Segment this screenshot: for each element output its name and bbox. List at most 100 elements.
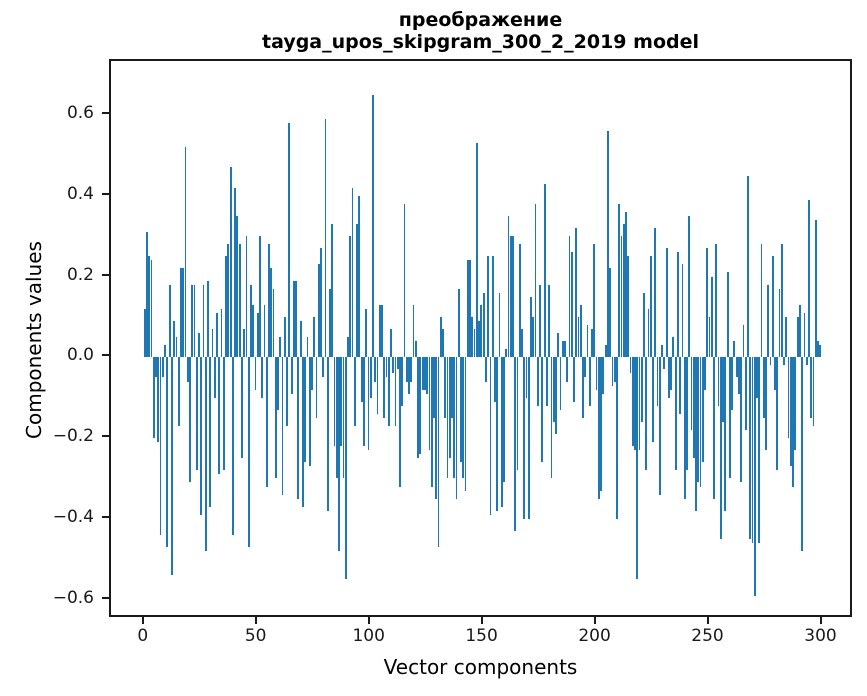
chart-title-line1: преображение [398, 9, 563, 31]
bar [789, 357, 792, 467]
bar [272, 288, 275, 358]
bar [460, 357, 462, 463]
bar [164, 345, 166, 358]
bar [421, 357, 424, 390]
bar [566, 357, 569, 382]
bar [478, 320, 480, 358]
bar [503, 357, 505, 483]
bar [288, 123, 291, 358]
bar [295, 280, 298, 358]
bar [349, 236, 352, 358]
bar [613, 357, 616, 382]
bar [747, 175, 749, 358]
bar [198, 333, 200, 358]
bar [604, 345, 607, 358]
bar [536, 357, 539, 406]
bar [283, 316, 286, 358]
bar [548, 284, 551, 358]
bar [690, 357, 693, 430]
bar [808, 199, 810, 358]
bar [570, 252, 573, 358]
bar [236, 215, 239, 358]
bar [191, 284, 194, 358]
bar [719, 357, 722, 540]
bar [814, 219, 817, 358]
bar [274, 357, 277, 479]
bar [656, 357, 659, 406]
bar [640, 357, 643, 422]
bar [801, 357, 804, 552]
bar [667, 357, 670, 398]
bar [329, 288, 331, 358]
bar [717, 357, 720, 406]
bar [573, 357, 575, 402]
bar [353, 357, 356, 426]
bar [550, 357, 553, 479]
y-tick-mark [102, 192, 109, 195]
bar [211, 329, 214, 358]
bar [588, 357, 591, 406]
bar [338, 357, 340, 552]
bar [340, 357, 343, 447]
bar [376, 357, 379, 414]
bar [448, 357, 451, 459]
bar [767, 284, 770, 358]
bar [180, 268, 182, 358]
bar [369, 357, 372, 398]
bar [600, 357, 602, 491]
bar [579, 304, 582, 358]
bar [758, 357, 761, 544]
bar [749, 357, 752, 540]
bar [437, 357, 440, 548]
bar [324, 119, 327, 358]
bar [367, 357, 370, 451]
bar [733, 341, 736, 358]
bar [665, 248, 668, 358]
bar [213, 357, 216, 398]
bar [634, 357, 636, 451]
bar [686, 357, 688, 471]
bar [143, 308, 146, 358]
bar [609, 268, 612, 358]
bar [564, 341, 566, 358]
bar [622, 224, 625, 358]
bar [161, 357, 164, 378]
bar [760, 244, 763, 358]
x-tick-label: 250 [691, 626, 724, 646]
bar [146, 232, 148, 358]
bar [408, 357, 410, 394]
x-tick-label: 100 [352, 626, 385, 646]
bar [699, 357, 702, 487]
bar [344, 357, 347, 580]
bar [383, 357, 386, 418]
bar [152, 357, 155, 439]
bar [796, 316, 799, 358]
bar [387, 357, 390, 426]
bar [805, 357, 808, 366]
bar [256, 312, 259, 358]
bar [787, 357, 790, 439]
bar [591, 329, 593, 358]
y-tick-mark [102, 435, 109, 438]
bar [658, 357, 661, 495]
bar [306, 337, 309, 358]
bar [279, 337, 282, 358]
bar [521, 329, 523, 358]
bar [505, 349, 508, 358]
bar [692, 357, 695, 459]
bar [769, 357, 772, 366]
x-tick-mark [480, 617, 483, 624]
bar [631, 357, 634, 447]
bar [335, 357, 338, 479]
bar [771, 256, 774, 358]
bar [738, 357, 740, 394]
bar [509, 236, 512, 358]
bar [545, 357, 548, 406]
bar [731, 357, 734, 410]
bar [557, 333, 560, 358]
bar [532, 316, 535, 358]
bar [207, 280, 209, 358]
bar [414, 341, 417, 358]
bar [756, 357, 758, 398]
